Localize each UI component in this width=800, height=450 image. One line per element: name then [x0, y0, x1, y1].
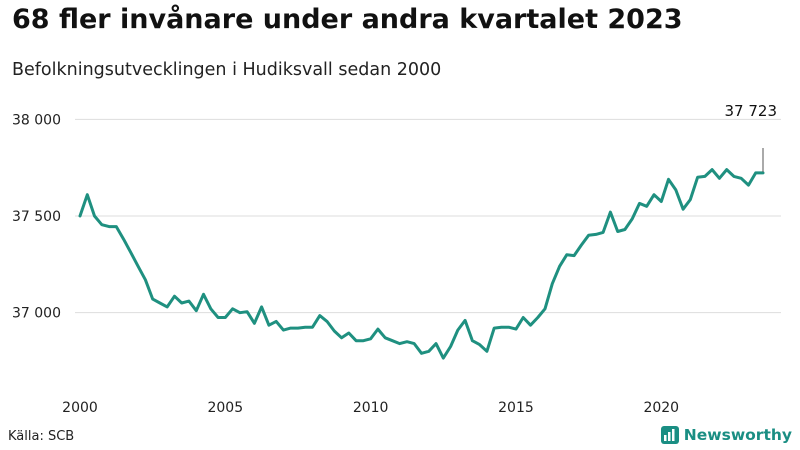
y-tick-label: 37 000: [12, 306, 61, 322]
brand-block: Newsworthy: [660, 426, 792, 444]
series-layer: [78, 168, 765, 360]
x-tick-label: 2015: [498, 400, 534, 416]
chart-subtitle: Befolkningsutvecklingen i Hudiksvall sed…: [12, 60, 442, 80]
brand-name: Newsworthy: [683, 426, 792, 444]
source-text: Källa: SCB: [8, 429, 75, 444]
series-line: [78, 168, 765, 360]
y-tick-label: 37 500: [12, 209, 61, 225]
last-value-label: 37 723: [725, 102, 778, 120]
grid-lines: [75, 118, 781, 314]
x-tick-label: 2005: [207, 400, 243, 416]
x-tick-label: 2000: [62, 400, 98, 416]
y-axis-labels: 37 000 37 500 38 000: [12, 112, 61, 321]
x-axis-labels: 2000 2005 2010 2015 2020: [62, 400, 679, 416]
chart-title: 68 fler invånare under andra kvartalet 2…: [12, 4, 683, 35]
annotation-layer: 37 723: [725, 102, 778, 172]
x-tick-label: 2010: [353, 400, 389, 416]
newsworthy-logo-icon: [660, 426, 679, 444]
x-tick-label: 2020: [643, 400, 679, 416]
y-tick-label: 38 000: [12, 112, 61, 128]
